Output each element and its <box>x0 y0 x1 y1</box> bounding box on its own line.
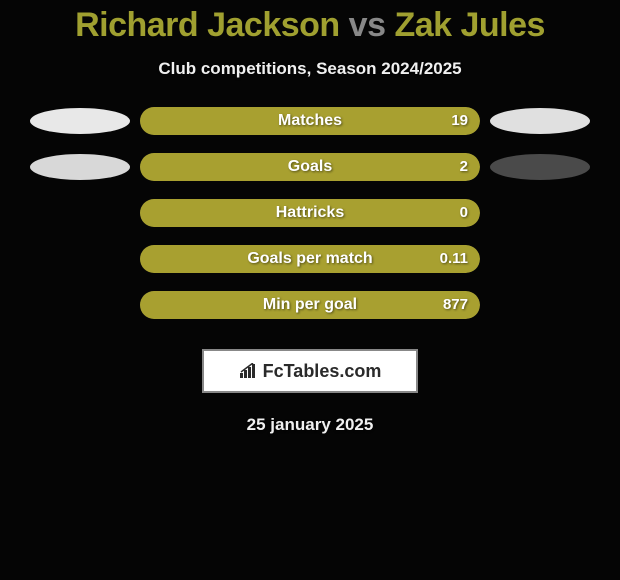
stat-value-right: 877 <box>443 291 468 319</box>
stat-value-right: 19 <box>451 107 468 135</box>
right-pill <box>490 108 590 134</box>
stat-label: Min per goal <box>140 291 480 319</box>
vs-text: vs <box>349 6 386 44</box>
stat-bar: Goals2 <box>140 153 480 181</box>
stat-label: Hattricks <box>140 199 480 227</box>
stat-row: Goals per match0.11 <box>0 245 620 273</box>
stat-row: Goals2 <box>0 153 620 181</box>
stat-row: Matches19 <box>0 107 620 135</box>
stat-bar: Hattricks0 <box>140 199 480 227</box>
stat-value-right: 0 <box>460 199 468 227</box>
logo-box[interactable]: FcTables.com <box>202 349 418 393</box>
logo: FcTables.com <box>239 361 382 382</box>
stat-bar: Goals per match0.11 <box>140 245 480 273</box>
player1-name: Richard Jackson <box>75 6 340 44</box>
stat-bar: Matches19 <box>140 107 480 135</box>
stat-row: Hattricks0 <box>0 199 620 227</box>
stat-bar: Min per goal877 <box>140 291 480 319</box>
right-pill <box>490 154 590 180</box>
stats-container: Matches19 Goals2 Hattricks0 Goals per match… <box>0 107 620 319</box>
date-label: 25 january 2025 <box>0 415 620 435</box>
stat-label: Goals <box>140 153 480 181</box>
subtitle: Club competitions, Season 2024/2025 <box>0 59 620 79</box>
chart-icon <box>239 363 259 379</box>
left-pill <box>30 154 130 180</box>
stat-label: Goals per match <box>140 245 480 273</box>
stat-value-right: 0.11 <box>440 245 468 273</box>
logo-text: FcTables.com <box>263 361 382 382</box>
stat-label: Matches <box>140 107 480 135</box>
stat-row: Min per goal877 <box>0 291 620 319</box>
comparison-title: Richard Jackson vs Zak Jules <box>0 0 620 45</box>
left-pill <box>30 108 130 134</box>
player2-name: Zak Jules <box>394 6 544 44</box>
stat-value-right: 2 <box>460 153 468 181</box>
